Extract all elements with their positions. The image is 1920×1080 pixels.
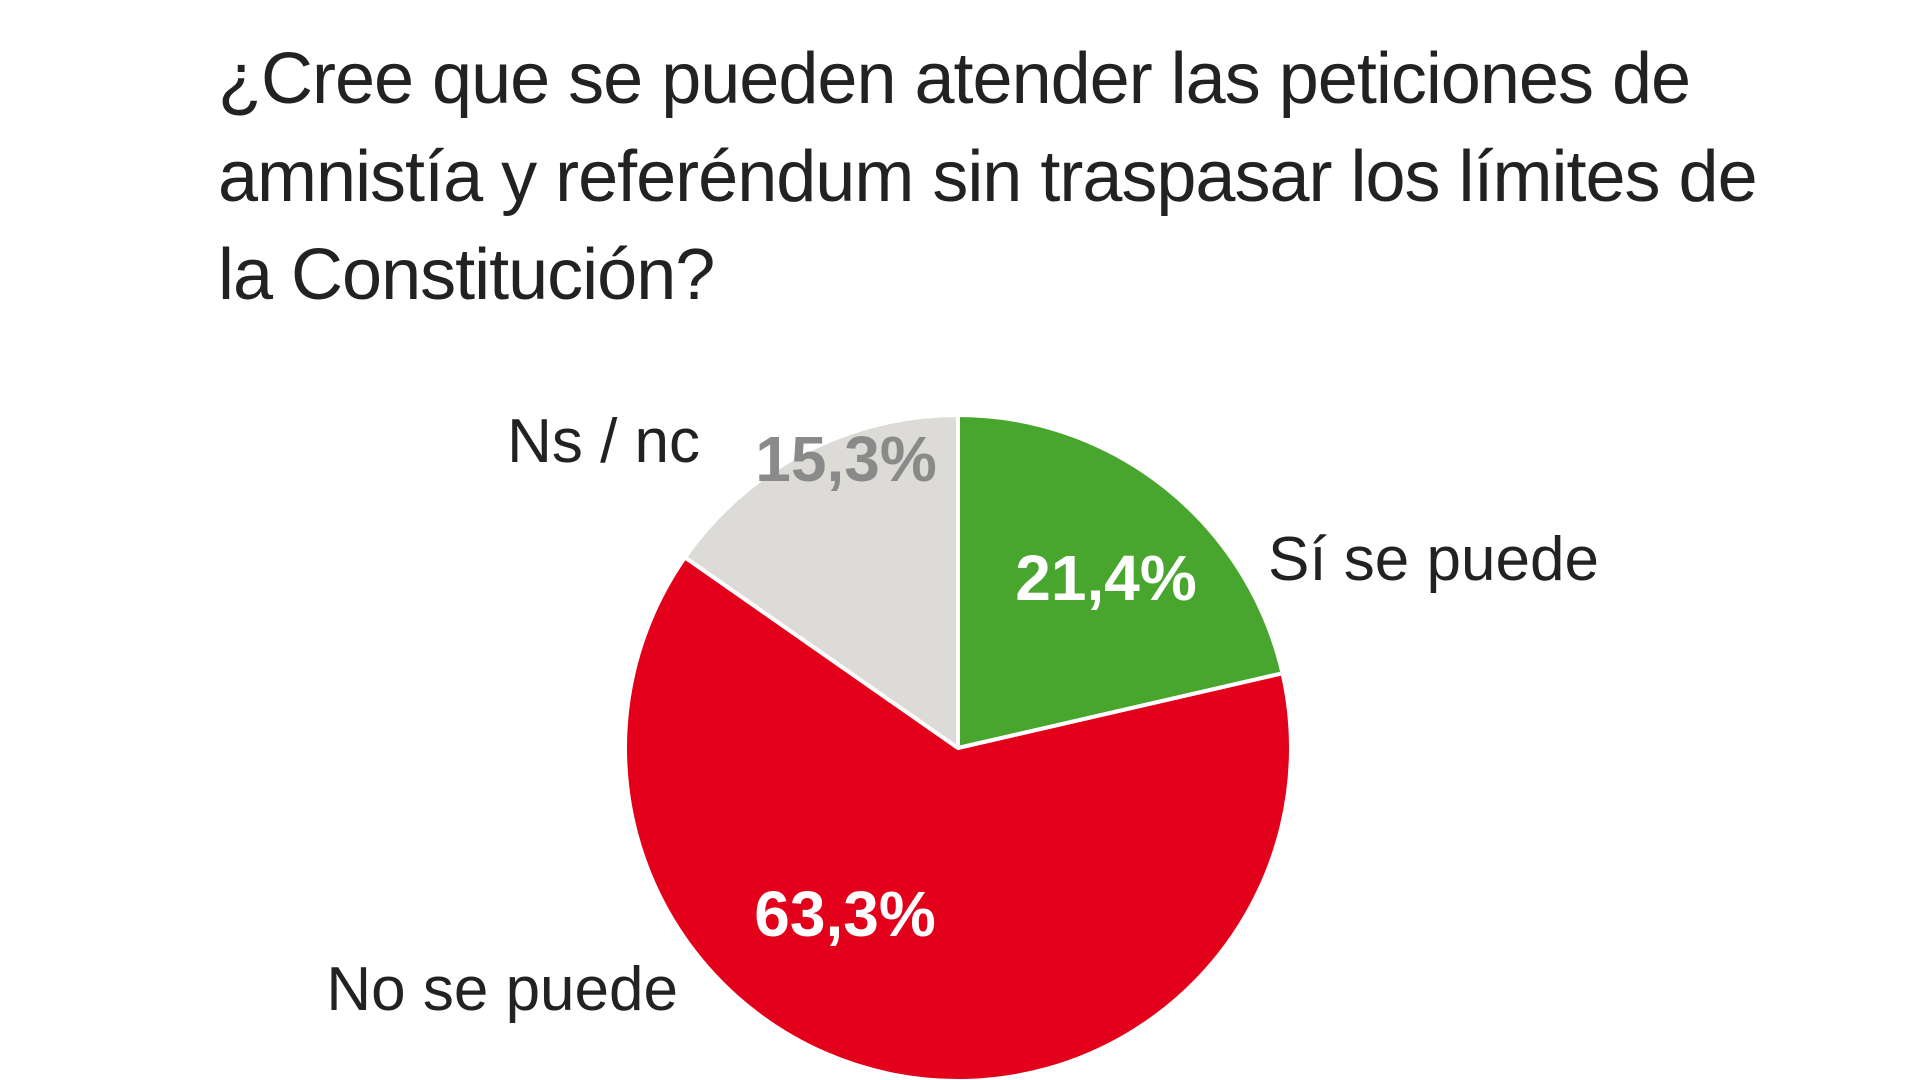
slice-label-si: Sí se puede bbox=[1268, 525, 1599, 594]
slice-label-no: No se puede bbox=[326, 955, 678, 1024]
pie-slices bbox=[623, 413, 1294, 1080]
slice-label-nsnc: Ns / nc bbox=[507, 407, 700, 476]
slice-value-no: 63,3% bbox=[754, 878, 935, 950]
pie-slice-nsnc bbox=[682, 413, 960, 750]
pie-slice-si bbox=[956, 413, 1285, 750]
chart-title: ¿Cree que se pueden atender las peticion… bbox=[218, 39, 1758, 315]
slice-value-nsnc: 15,3% bbox=[755, 423, 936, 495]
pie-labels: 21,4% Sí se puede 63,3% No se puede 15,3% Ns … bbox=[326, 407, 1599, 1024]
pie-slice-no bbox=[623, 555, 1294, 1080]
slice-value-si: 21,4% bbox=[1015, 542, 1196, 614]
